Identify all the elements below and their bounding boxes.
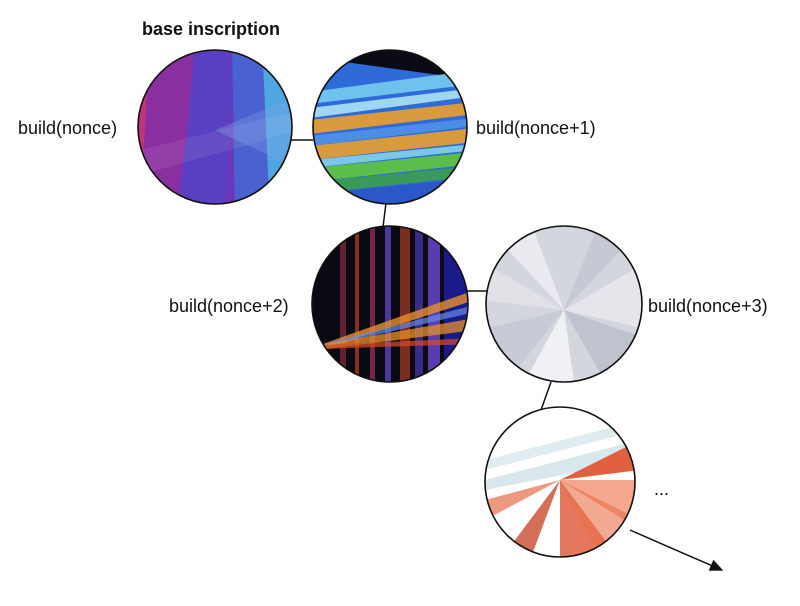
node-art-nonce-3 (486, 226, 642, 382)
label-build-nonce-3: build(nonce+3) (648, 296, 768, 316)
diagram-title: base inscription (142, 19, 281, 39)
label-build-nonce-1: build(nonce+1) (476, 118, 596, 138)
node-build-nonce-1 (312, 49, 468, 205)
edge-nonce1-to-nonce2 (382, 202, 387, 228)
node-art-nonce-2 (312, 226, 468, 382)
node-build-nonce (137, 49, 293, 205)
label-build-nonce: build(nonce) (18, 118, 118, 138)
edge-nonce3-to-next (540, 381, 552, 411)
continuation-arrow (629, 529, 724, 571)
edges (290, 139, 724, 571)
node-art-nonce (138, 50, 292, 204)
label-ellipsis: ... (654, 479, 670, 499)
node-art-nonce-1 (313, 50, 467, 204)
node-build-nonce-2 (311, 225, 469, 383)
node-art-next (485, 407, 635, 557)
label-build-nonce-2: build(nonce+2) (169, 296, 289, 316)
node-build-nonce-3 (485, 225, 643, 383)
node-next (484, 406, 636, 558)
